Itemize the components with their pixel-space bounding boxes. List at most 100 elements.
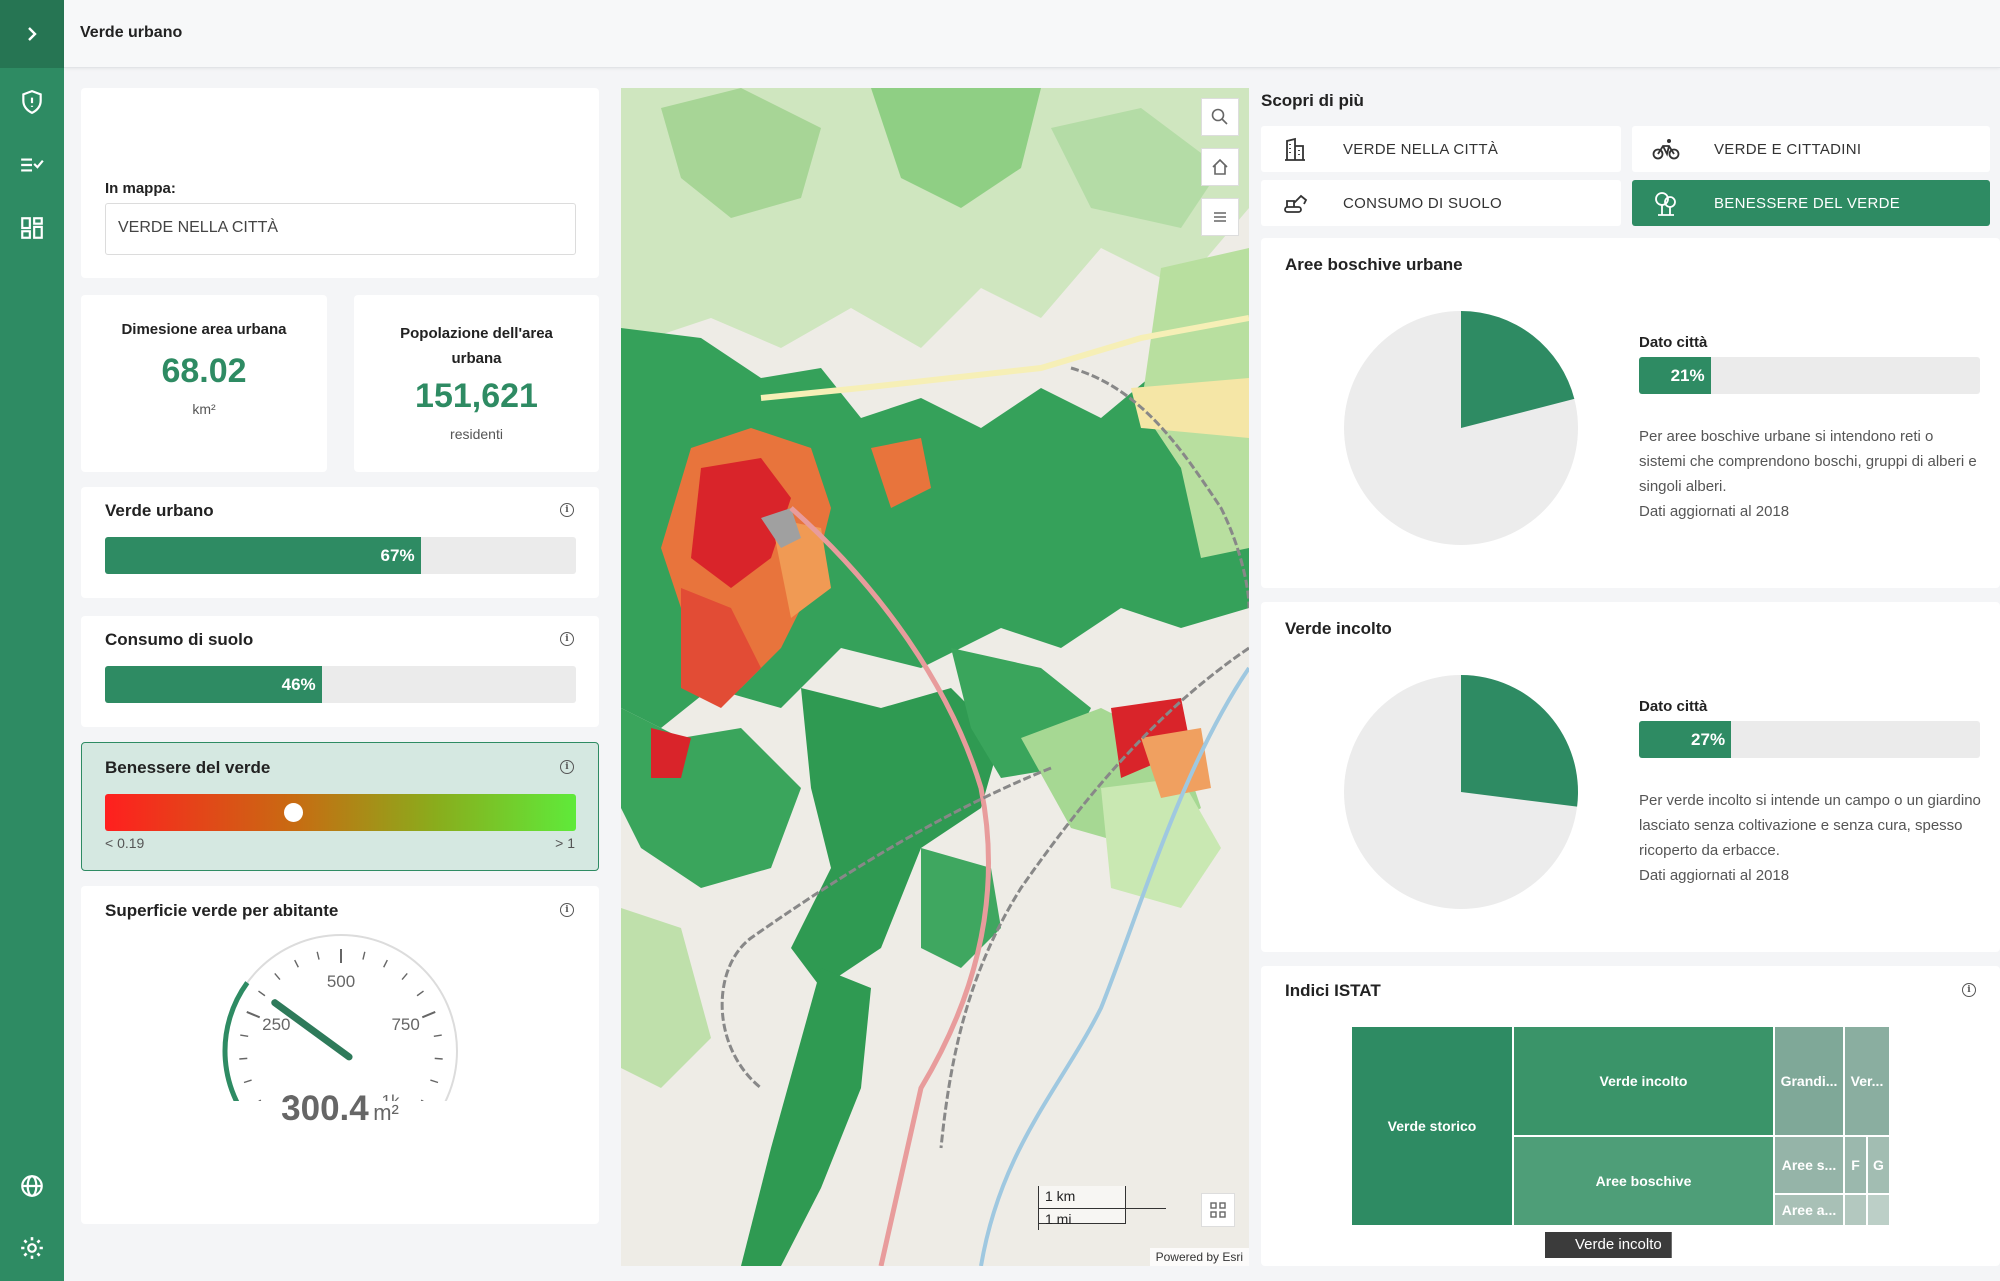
info-icon[interactable]: i	[560, 903, 574, 917]
istat-title: Indici ISTAT	[1285, 981, 1381, 1000]
chevron-right-icon	[28, 27, 37, 41]
gauge-tick	[316, 951, 320, 960]
treemap-cell-aree-a[interactable]: Aree a...	[1774, 1194, 1844, 1226]
aree-boschive-card: Aree boschive urbane Dato città 21% Per …	[1261, 238, 2000, 588]
map-layers-button[interactable]	[1201, 198, 1239, 236]
map-overview-button[interactable]	[1201, 1193, 1235, 1227]
area-unit: km²	[192, 401, 216, 417]
gauge-tick	[401, 972, 408, 980]
info-icon[interactable]: i	[560, 632, 574, 646]
gauge-tick	[274, 972, 281, 980]
nav-benessere-del-verde[interactable]: BENESSERE DEL VERDE	[1632, 180, 1990, 226]
in-mappa-label: In mappa:	[105, 180, 176, 197]
popolazione-label: Popolazione dell'area urbana	[400, 325, 553, 367]
consumo-suolo-bar-fill: 46%	[105, 666, 322, 703]
excavator-icon	[1281, 189, 1309, 217]
map[interactable]: 1 km 1 mi Powered by Esri	[621, 88, 1249, 1266]
map-home-button[interactable]	[1201, 148, 1239, 186]
verde-incolto-card: Verde incolto Dato città 27% Per verde i…	[1261, 602, 2000, 952]
scopri-title: Scopri di più	[1261, 91, 1364, 110]
treemap-cell-verde-incolto[interactable]: Verde incolto	[1513, 1026, 1774, 1136]
gauge-tick	[421, 1011, 436, 1019]
gauge-fill	[222, 981, 250, 1101]
gauge-tick	[416, 990, 424, 997]
gauge-tick-label: 1k	[382, 1091, 400, 1101]
verde-urbano-label: Verde urbano	[105, 501, 214, 520]
in-mappa-card: In mappa: VERDE NELLA CITTÀ	[81, 88, 599, 278]
gauge-tick	[239, 1057, 248, 1060]
gauge-tick-label: 500	[327, 972, 355, 991]
globe-icon[interactable]	[18, 1172, 46, 1200]
benessere-card[interactable]: Benessere del verde i < 0.19 > 1	[81, 742, 599, 871]
gauge-tick	[362, 951, 366, 960]
nav-label: VERDE NELLA CITTÀ	[1343, 140, 1499, 158]
nav-verde-nella-citta[interactable]: VERDE NELLA CITTÀ	[1261, 126, 1621, 172]
verde-incolto-bar-fill: 27%	[1639, 721, 1732, 758]
sidebar	[0, 0, 64, 1281]
benessere-min-label: < 0.19	[105, 835, 145, 851]
verde-incolto-description: Per verde incolto si intende un campo o …	[1639, 792, 1981, 859]
istat-treemap: Verde storico Verde incolto Aree boschiv…	[1351, 1026, 1890, 1226]
nav-label: VERDE E CITTADINI	[1714, 140, 1862, 158]
dashboard-icon[interactable]	[18, 214, 46, 242]
popolazione-unit: residenti	[450, 426, 503, 442]
in-mappa-select[interactable]: VERDE NELLA CITTÀ	[105, 203, 576, 255]
nav-verde-e-cittadini[interactable]: VERDE E CITTADINI	[1632, 126, 1990, 172]
treemap-cell-ver[interactable]: Ver...	[1844, 1026, 1890, 1136]
nav-label: BENESSERE DEL VERDE	[1714, 194, 1901, 212]
pie-slice[interactable]	[1461, 311, 1575, 428]
gauge-tick	[294, 959, 299, 968]
treemap-cell-small-1[interactable]	[1844, 1194, 1867, 1226]
treemap-cell-aree-s[interactable]: Aree s...	[1774, 1136, 1844, 1194]
pie-slice[interactable]	[1461, 675, 1578, 807]
treemap-cell-small-2[interactable]	[1867, 1194, 1890, 1226]
checklist-icon[interactable]	[18, 151, 46, 179]
nav-consumo-di-suolo[interactable]: CONSUMO DI SUOLO	[1261, 180, 1621, 226]
gauge-tick	[246, 1011, 261, 1019]
treemap-cell-verde-storico[interactable]: Verde storico	[1351, 1026, 1513, 1226]
gear-icon[interactable]	[18, 1234, 46, 1262]
treemap-cell-grandi[interactable]: Grandi...	[1774, 1026, 1844, 1136]
gauge-tick-label: 250	[262, 1015, 290, 1034]
treemap-cell-f[interactable]: F	[1844, 1136, 1867, 1194]
aree-boschive-bar: 21%	[1639, 357, 1980, 394]
building-icon	[1281, 135, 1309, 163]
verde-incolto-updated: Dati aggiornati al 2018	[1639, 867, 1790, 884]
list-icon	[1214, 212, 1226, 222]
map-search-button[interactable]	[1201, 98, 1239, 136]
benessere-max-label: > 1	[555, 835, 575, 851]
aree-boschive-pie	[1344, 311, 1578, 545]
superficie-gauge: 0 250 500 750 1k	[222, 934, 458, 1101]
gauge-tick	[430, 1079, 439, 1084]
gauge-tick-label: 0	[287, 1091, 296, 1101]
nav-label: CONSUMO DI SUOLO	[1343, 194, 1502, 212]
treemap-cell-g[interactable]: G	[1867, 1136, 1890, 1194]
verde-incolto-title: Verde incolto	[1285, 619, 1392, 638]
verde-incolto-pie	[1344, 675, 1578, 909]
info-icon[interactable]: i	[560, 503, 574, 517]
verde-urbano-bar: 67%	[105, 537, 576, 574]
scale-mi: 1 mi	[1038, 1208, 1166, 1230]
istat-card: Indici ISTAT i Verde storico Verde incol…	[1261, 966, 2000, 1266]
verde-urbano-bar-fill: 67%	[105, 537, 421, 574]
scale-km: 1 km	[1038, 1186, 1126, 1224]
gauge-tick-label: 750	[391, 1015, 419, 1034]
consumo-suolo-card[interactable]: Consumo di suolo i 46%	[81, 616, 599, 727]
treemap-cell-aree-boschive[interactable]: Aree boschive	[1513, 1136, 1774, 1226]
info-icon[interactable]: i	[1962, 983, 1976, 997]
qr-grid-icon	[1210, 1202, 1226, 1218]
tree-icon	[1652, 189, 1680, 217]
verde-urbano-card[interactable]: Verde urbano i 67%	[81, 487, 599, 598]
popolazione-value: 151,621	[415, 377, 538, 415]
expand-sidebar-button[interactable]	[0, 0, 64, 68]
superficie-card: Superficie verde per abitante i 0 250 500 7…	[81, 886, 599, 1224]
gauge-tick	[434, 1057, 443, 1060]
area-card: Dimesione area urbana 68.02 km²	[81, 295, 327, 472]
shield-icon[interactable]	[18, 88, 46, 116]
popolazione-card: Popolazione dell'area urbana 151,621 res…	[354, 295, 599, 472]
consumo-suolo-label: Consumo di suolo	[105, 630, 254, 649]
aree-boschive-updated: Dati aggiornati al 2018	[1639, 503, 1790, 520]
info-icon[interactable]: i	[560, 760, 574, 774]
gauge-tick	[433, 1034, 442, 1037]
superficie-label: Superficie verde per abitante	[105, 901, 339, 920]
